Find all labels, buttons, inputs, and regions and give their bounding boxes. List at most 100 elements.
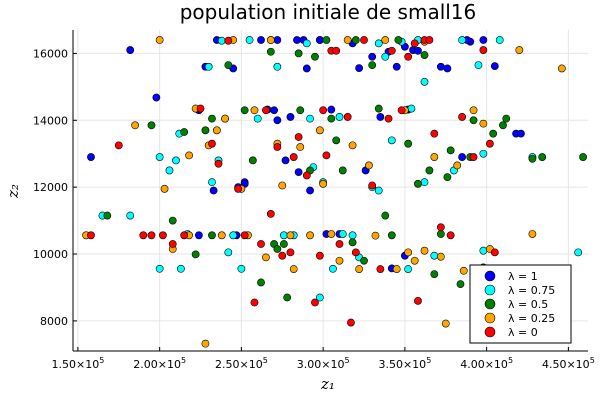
data-point	[240, 106, 249, 115]
data-point	[180, 231, 189, 240]
data-point	[87, 153, 95, 161]
data-point	[131, 121, 140, 130]
data-point	[490, 248, 499, 257]
data-point	[538, 153, 547, 161]
data-point	[348, 238, 357, 247]
data-point	[319, 179, 328, 188]
data-point	[201, 126, 210, 135]
x-tick-label: 2.50×105	[215, 356, 268, 371]
data-point	[335, 240, 344, 248]
data-point	[453, 161, 462, 170]
data-point	[224, 36, 233, 45]
data-point	[343, 113, 352, 121]
x-tick-label: 2.00×105	[133, 356, 186, 371]
series-2-points	[103, 36, 587, 302]
data-point	[479, 119, 488, 128]
data-point	[469, 116, 478, 125]
data-point	[311, 52, 319, 61]
legend-marker	[484, 312, 496, 324]
data-point	[376, 113, 385, 121]
data-point	[327, 105, 336, 114]
data-point	[338, 166, 347, 175]
data-point	[387, 46, 396, 55]
data-point	[262, 253, 270, 262]
data-point	[209, 186, 218, 195]
data-point	[114, 141, 123, 150]
y-axis-label: z₂	[4, 184, 22, 199]
data-point	[208, 178, 216, 187]
data-point	[294, 168, 303, 177]
data-point	[355, 265, 364, 273]
data-point	[446, 231, 455, 240]
data-point	[273, 62, 282, 71]
data-point	[335, 256, 344, 265]
data-point	[237, 264, 246, 273]
data-point	[208, 139, 216, 148]
data-point	[286, 248, 295, 257]
data-point	[283, 293, 292, 302]
data-point	[351, 36, 360, 44]
data-point	[234, 184, 243, 193]
data-point	[420, 246, 429, 255]
data-point	[436, 252, 445, 261]
data-point	[315, 251, 324, 260]
data-point	[404, 265, 413, 273]
legend-label: λ = 0	[508, 326, 538, 339]
data-point	[266, 210, 275, 218]
data-point	[147, 231, 156, 240]
chart-title: population initiale de small16	[180, 0, 477, 24]
data-point	[338, 230, 347, 238]
data-point	[430, 153, 439, 161]
data-point	[384, 114, 393, 123]
data-point	[273, 245, 282, 253]
data-point	[278, 181, 287, 190]
data-point	[441, 319, 450, 328]
data-point	[368, 61, 377, 70]
legend-marker	[484, 298, 496, 310]
data-point	[407, 104, 416, 113]
data-point	[302, 39, 311, 48]
data-point	[289, 153, 298, 161]
data-point	[155, 153, 164, 161]
y-tick-label: 14000	[33, 114, 68, 127]
data-point	[194, 231, 203, 240]
series-4-points	[87, 36, 499, 327]
data-point	[257, 240, 265, 248]
data-point	[168, 240, 177, 248]
data-point	[147, 121, 156, 130]
data-point	[139, 231, 148, 240]
data-point	[224, 248, 233, 257]
data-point	[495, 36, 504, 44]
data-point	[289, 265, 298, 273]
data-point	[479, 46, 488, 54]
data-point	[458, 153, 467, 161]
data-point	[296, 106, 305, 115]
data-point	[332, 136, 341, 145]
data-point	[204, 62, 213, 71]
data-point	[262, 106, 270, 115]
data-point	[208, 231, 216, 240]
data-point	[180, 128, 189, 136]
data-point	[528, 230, 537, 238]
data-point	[280, 240, 288, 248]
data-point	[332, 46, 341, 55]
data-point	[172, 156, 180, 165]
data-point	[160, 184, 169, 193]
data-point	[443, 64, 452, 73]
y-tick-label: 16000	[33, 47, 68, 60]
data-point	[469, 153, 478, 161]
data-point	[404, 139, 413, 148]
data-point	[430, 251, 439, 260]
data-point	[425, 166, 434, 175]
data-point	[273, 116, 282, 125]
data-point	[410, 39, 419, 48]
data-point	[348, 231, 357, 240]
data-point	[185, 151, 193, 160]
data-point	[103, 211, 112, 220]
data-point	[273, 36, 282, 44]
data-point	[397, 106, 406, 115]
data-point	[458, 36, 467, 44]
data-points	[82, 36, 587, 348]
data-point	[374, 186, 383, 195]
legend-marker	[484, 326, 496, 338]
